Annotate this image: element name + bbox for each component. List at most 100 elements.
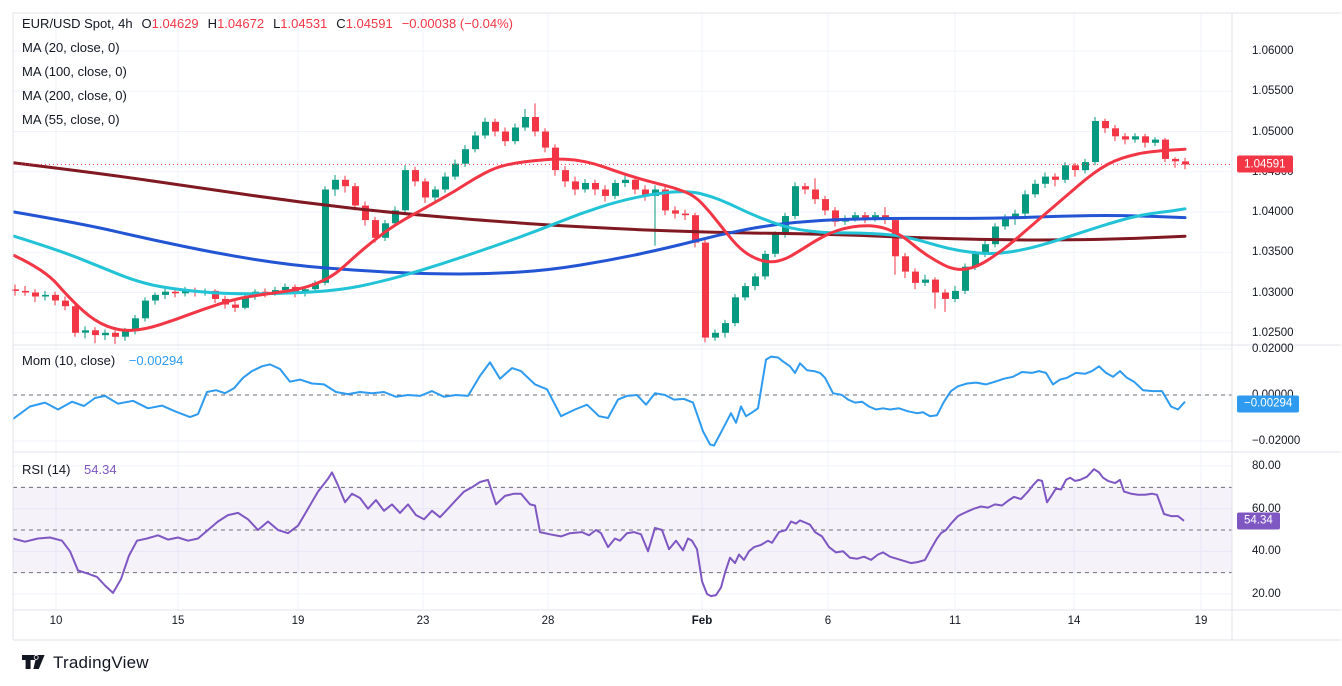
momentum-line — [12, 355, 1186, 447]
ohlc-open-key: O — [141, 16, 152, 31]
candle-body — [132, 318, 139, 332]
candle-body — [1122, 136, 1129, 140]
ma-legend-20[interactable]: MA (20, close, 0) — [22, 40, 120, 55]
candle-body — [982, 244, 989, 254]
candle-body — [712, 332, 719, 338]
candle-body — [242, 296, 249, 308]
candle-body — [162, 291, 169, 295]
candle-body — [102, 332, 109, 336]
candle-body — [1152, 139, 1159, 143]
candle-body — [512, 127, 519, 142]
price-axis-label: 1.06000 — [1252, 45, 1294, 57]
ohlc-low-key: L — [273, 16, 281, 31]
tradingview-brand-text: TradingView — [53, 653, 149, 672]
last-price-badge: 1.04591 — [1237, 155, 1293, 173]
tradingview-logo-icon — [22, 655, 45, 669]
candle-body — [602, 189, 609, 196]
time-axis-label[interactable]: 15 — [171, 615, 185, 627]
candle-body — [1182, 161, 1189, 165]
candle-body — [32, 292, 39, 297]
candle-body — [322, 189, 329, 283]
candle-body — [762, 253, 769, 277]
ma-legend-100[interactable]: MA (100, close, 0) — [22, 64, 127, 79]
candle-body — [1012, 213, 1019, 219]
candle-body — [452, 163, 459, 177]
candle-body — [642, 189, 649, 196]
momentum-label: Mom (10, close) — [22, 353, 116, 368]
time-axis-label[interactable]: 23 — [416, 615, 430, 627]
rsi-axis-label: 40.00 — [1252, 545, 1281, 558]
time-axis-label[interactable]: 6 — [824, 615, 832, 627]
candle-body — [62, 300, 69, 307]
candle-body — [912, 271, 919, 283]
price-axis-label: 1.03000 — [1252, 286, 1294, 299]
candle-body — [432, 189, 439, 198]
time-axis-label[interactable]: 14 — [1067, 615, 1081, 627]
candle-body — [122, 331, 129, 337]
candle-body — [312, 282, 319, 290]
ohlc-high-key: H — [207, 16, 218, 31]
momentum-pane-title[interactable]: Mom (10, close) −0.00294 — [22, 353, 183, 368]
time-axis-label[interactable]: Feb — [691, 615, 713, 627]
symbol-header[interactable]: EUR/USD Spot, 4h O1.04629 H1.04672 L1.04531… — [22, 16, 513, 31]
candle-body — [662, 189, 669, 211]
candle-body — [352, 186, 359, 206]
candle-body — [772, 234, 779, 254]
candle-body — [922, 279, 929, 283]
candle-body — [822, 199, 829, 211]
time-axis-label[interactable]: 19 — [291, 615, 305, 627]
ma55-line — [12, 190, 1187, 296]
candle-body — [142, 300, 149, 319]
tradingview-attribution[interactable]: TradingView — [22, 653, 149, 673]
candle-body — [42, 294, 49, 297]
price-axis-label: 1.02500 — [1252, 326, 1294, 339]
candle-body — [902, 256, 909, 272]
time-axis-label[interactable]: 19 — [1194, 615, 1208, 627]
candle-body — [502, 131, 509, 142]
candle-body — [622, 179, 629, 183]
candle-body — [342, 179, 349, 187]
candle-body — [962, 266, 969, 291]
ma-legend-200[interactable]: MA (200, close, 0) — [22, 88, 127, 103]
candle-body — [82, 330, 89, 333]
candle-body — [992, 226, 999, 245]
candle-body — [562, 170, 569, 182]
price-axis-label: 1.03500 — [1252, 246, 1294, 259]
candle-body — [582, 183, 589, 190]
candle-body — [732, 297, 739, 324]
candle-body — [1102, 121, 1109, 129]
candle-body — [212, 290, 219, 299]
candle-body — [542, 131, 549, 148]
candle-body — [952, 290, 959, 299]
time-axis-label[interactable]: 11 — [949, 615, 961, 627]
rsi-pane-title[interactable]: RSI (14) 54.34 — [22, 462, 117, 477]
candle-body — [282, 286, 289, 291]
ma-legend-55[interactable]: MA (55, close, 0) — [22, 112, 120, 127]
candle-body — [1042, 176, 1049, 184]
time-axis-label[interactable]: 10 — [49, 615, 63, 627]
candle-body — [12, 289, 19, 291]
candle-body — [672, 210, 679, 214]
candle-body — [372, 220, 379, 238]
candle-body — [722, 323, 729, 333]
candle-body — [1022, 194, 1029, 214]
candle-body — [112, 332, 119, 337]
ohlc-close-value: 1.04591 — [345, 16, 393, 31]
candle-body — [592, 183, 599, 190]
candle-body — [1112, 128, 1119, 137]
candle-body — [1072, 165, 1079, 171]
time-axis-label[interactable]: 28 — [541, 615, 555, 627]
candle-body — [152, 294, 159, 301]
candle-body — [392, 210, 399, 224]
candle-body — [612, 183, 619, 196]
candle-body — [362, 205, 369, 221]
candle-body — [752, 276, 759, 287]
candle-body — [532, 117, 539, 132]
candle-body — [1082, 162, 1089, 171]
candle-body — [572, 181, 579, 190]
candle-body — [792, 186, 799, 216]
candle-body — [742, 286, 749, 298]
rsi-value-badge: 54.34 — [1237, 512, 1280, 530]
candle-body — [412, 170, 419, 182]
